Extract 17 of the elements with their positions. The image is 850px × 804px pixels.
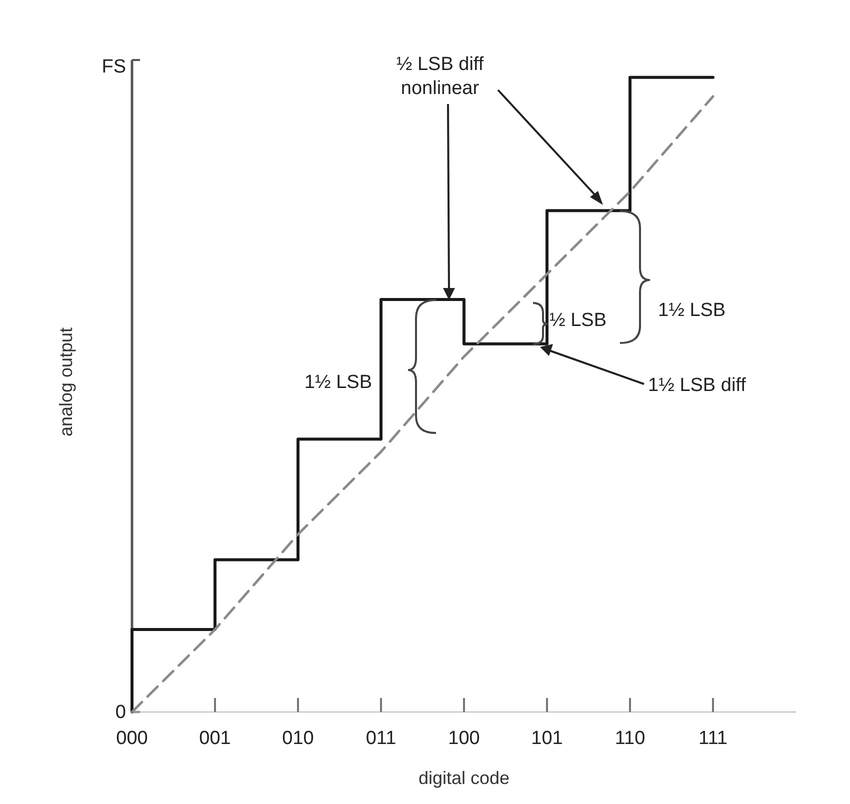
x-tick-label: 110 (614, 728, 646, 749)
x-tick-label: 111 (698, 728, 728, 749)
text: FS (102, 56, 126, 78)
annotation: ½ LSB (549, 310, 607, 331)
x-tick-label: 001 (199, 728, 231, 749)
text: 0 (115, 702, 126, 723)
x-tick-label: 010 (282, 728, 314, 749)
annotation: 1½ LSB (304, 372, 372, 393)
x-tick-label: 011 (366, 728, 396, 749)
y-axis-title: analog output (56, 327, 76, 437)
x-tick-label: 101 (531, 728, 563, 749)
x-tick-label: 100 (448, 728, 480, 749)
x-axis-title: digital code (418, 768, 510, 788)
annotation: 1½ LSB diff (648, 375, 747, 396)
annotation: ½ LSB diff nonlinear (396, 54, 484, 99)
annotation: 1½ LSB (658, 300, 726, 321)
x-tick-label: 000 (116, 728, 148, 749)
